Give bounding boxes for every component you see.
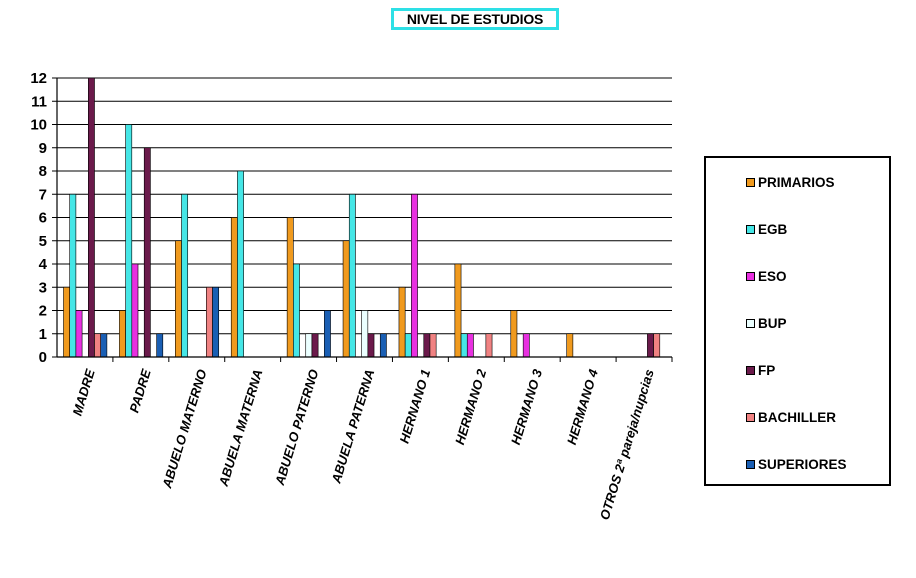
- bar-primarios-7: [454, 263, 462, 358]
- legend-item-superiores: SUPERIORES: [746, 456, 847, 472]
- y-tick-label: 0: [39, 349, 47, 366]
- x-tick-label: HERMANO 2: [452, 367, 489, 447]
- legend-swatch: [746, 412, 755, 422]
- bar-bachiller-10: [653, 333, 661, 358]
- x-tick-labels: MADRE PADRE ABUELO MATERNO ABUELA MATERNA AB…: [70, 367, 657, 522]
- legend: PRIMARIOS EGB ESO BUP FP BACHILLER SUPERIORES: [704, 156, 891, 486]
- bar-bachiller-2: [206, 286, 213, 358]
- legend-label: SUPERIORES: [758, 456, 847, 472]
- x-tick-label: HERNANO 1: [397, 367, 434, 445]
- bar-eso-0: [75, 310, 83, 358]
- bar-bup-5: [361, 310, 369, 358]
- bar-primarios-4: [286, 217, 294, 358]
- legend-label: FP: [758, 362, 776, 378]
- bar-primarios-8: [510, 310, 518, 358]
- bar-superiores-4: [324, 310, 331, 358]
- bar-primarios-5: [342, 240, 350, 358]
- legend-label: PRIMARIOS: [758, 174, 835, 190]
- y-tick-label: 10: [30, 117, 47, 134]
- bar-egb-2: [181, 193, 189, 358]
- y-tick-label: 4: [39, 256, 48, 273]
- y-tick-label: 9: [39, 140, 47, 157]
- legend-item-bup: BUP: [746, 315, 787, 331]
- bar-fp-0: [88, 77, 95, 358]
- y-tick-label: 3: [39, 279, 47, 296]
- legend-item-eso: ESO: [746, 268, 787, 284]
- bar-primarios-9: [566, 333, 574, 358]
- bar-bachiller-7: [485, 333, 493, 358]
- bar-primarios-6: [398, 286, 406, 358]
- legend-swatch: [746, 365, 755, 375]
- legend-item-primarios: PRIMARIOS: [746, 174, 835, 190]
- bar-superiores-0: [100, 333, 108, 358]
- x-tick-label: HERMANO 4: [564, 367, 601, 447]
- bar-primarios-2: [175, 240, 182, 358]
- bar-fp-6: [423, 333, 431, 358]
- axes: [52, 77, 673, 362]
- bar-fp-10: [647, 333, 654, 358]
- bar-fp-1: [143, 147, 151, 358]
- bar-bachiller-0: [94, 333, 101, 358]
- x-tick-label: OTROS 2ª pareja/nupcias: [597, 367, 657, 521]
- bar-superiores-2: [212, 286, 220, 358]
- legend-item-fp: FP: [746, 362, 775, 378]
- y-tick-label: 2: [39, 303, 47, 320]
- legend-swatch: [746, 459, 755, 469]
- bar-primarios-3: [230, 217, 238, 358]
- legend-item-bachiller: BACHILLER: [746, 409, 836, 425]
- bars: [63, 77, 661, 358]
- bar-eso-1: [131, 263, 139, 358]
- y-tick-label: 1: [39, 326, 47, 343]
- legend-item-egb: EGB: [746, 221, 787, 237]
- y-tick-label: 12: [30, 70, 47, 87]
- x-tick-label: MADRE: [70, 367, 98, 417]
- bar-fp-4: [311, 333, 319, 358]
- x-tick-label: ABUELO PATERNO: [272, 367, 322, 487]
- y-tick-label: 5: [39, 233, 47, 250]
- bar-bup-4: [305, 333, 313, 358]
- bar-egb-6: [404, 333, 412, 358]
- legend-swatch: [746, 318, 755, 328]
- bar-eso-8: [522, 333, 530, 358]
- bar-egb-7: [460, 333, 468, 358]
- bar-bachiller-6: [429, 333, 437, 358]
- legend-label: ESO: [758, 268, 787, 284]
- gridlines: [57, 77, 672, 335]
- chart-title: NIVEL DE ESTUDIOS: [391, 8, 559, 30]
- bar-primarios-0: [63, 286, 70, 358]
- legend-swatch: [746, 271, 755, 281]
- legend-swatch: [746, 177, 755, 187]
- y-tick-label: 6: [39, 210, 47, 227]
- y-tick-label: 7: [39, 186, 47, 203]
- x-tick-label: HERMANO 3: [508, 367, 545, 447]
- x-tick-label: PADRE: [126, 367, 153, 414]
- x-tick-label: ABUELA MATERNA: [215, 367, 265, 488]
- x-tick-label: ABUELO MATERNO: [159, 367, 210, 490]
- bar-superiores-5: [379, 333, 387, 358]
- legend-label: EGB: [758, 221, 788, 237]
- legend-swatch: [746, 224, 755, 234]
- bar-primarios-1: [119, 310, 126, 358]
- bar-fp-5: [367, 333, 375, 358]
- bar-eso-7: [466, 333, 474, 358]
- bar-egb-4: [293, 263, 300, 358]
- bar-eso-6: [411, 193, 418, 358]
- bar-superiores-1: [156, 333, 164, 358]
- y-tick-label: 8: [39, 163, 47, 180]
- x-tick-label: ABUELA PATERNA: [328, 367, 377, 485]
- bar-egb-1: [125, 124, 133, 358]
- bar-egb-0: [69, 193, 77, 358]
- legend-label: BACHILLER: [758, 409, 836, 425]
- y-tick-label: 11: [31, 93, 47, 110]
- legend-label: BUP: [758, 315, 787, 331]
- bar-egb-3: [237, 170, 244, 358]
- bar-egb-5: [348, 193, 356, 358]
